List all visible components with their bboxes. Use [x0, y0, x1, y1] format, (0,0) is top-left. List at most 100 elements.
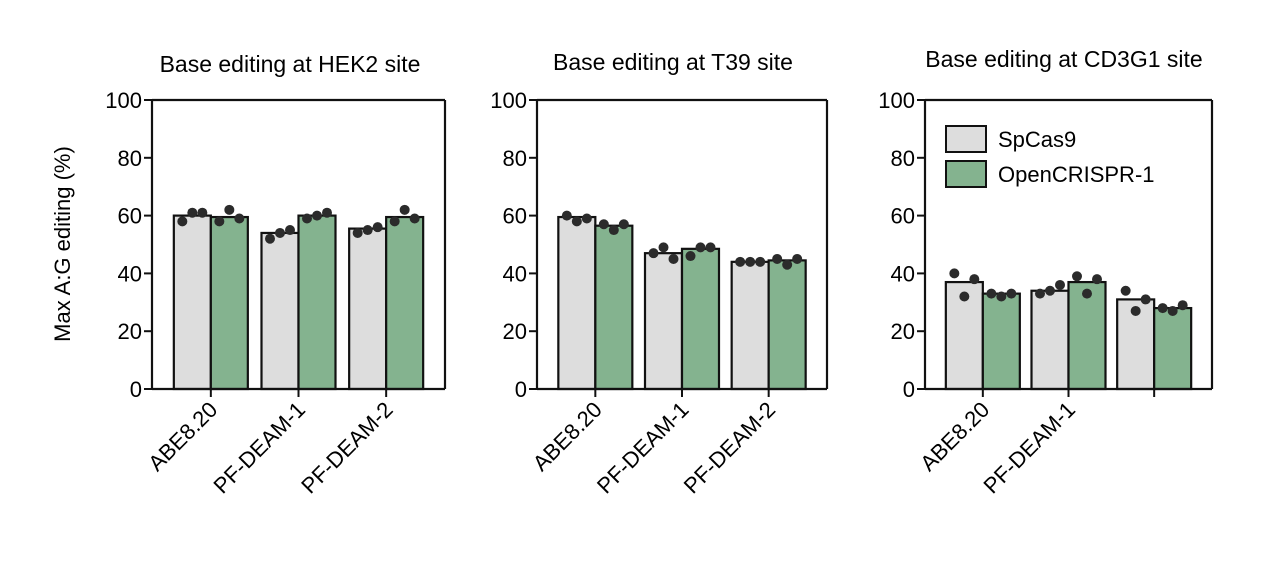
replicate-point — [1082, 288, 1092, 299]
replicate-point — [561, 210, 572, 221]
replicate-point — [1045, 285, 1055, 296]
panel-cd3g1: Base editing at CD3G1 site ABE8.20PF-DEA… — [878, 46, 1214, 498]
y-tick-label: 40 — [118, 261, 142, 286]
y-tick-label: 20 — [503, 319, 527, 344]
replicate-point — [275, 227, 285, 238]
replicate-point — [265, 233, 275, 244]
replicate-point — [571, 216, 582, 227]
replicate-point — [389, 216, 400, 227]
bar-opencrispr — [297, 214, 337, 391]
category-label: ABE8.20 — [143, 397, 222, 476]
panel-t39: Base editing at T39 site ABE8.20PF-DEAM-… — [490, 49, 829, 499]
replicate-point — [1177, 300, 1188, 311]
y-tick-label: 80 — [503, 146, 527, 171]
replicate-point — [1130, 305, 1141, 316]
replicate-point — [322, 207, 332, 218]
replicate-point — [792, 253, 803, 264]
replicate-point — [735, 256, 746, 267]
category-label: ABE8.20 — [528, 397, 607, 476]
y-tick-label: 80 — [118, 146, 142, 171]
panel-title: Base editing at HEK2 site — [160, 51, 421, 77]
legend-swatch-opencrispr — [945, 160, 987, 188]
replicate-point — [598, 219, 609, 230]
y-tick-label: 0 — [515, 377, 527, 402]
replicate-point — [409, 213, 420, 224]
replicate-point — [996, 291, 1007, 302]
category-label: PF-DEAM-1 — [592, 397, 694, 499]
bar-opencrispr — [594, 224, 634, 391]
replicate-point — [1092, 274, 1102, 285]
replicate-point — [1167, 305, 1178, 316]
replicate-point — [1035, 288, 1045, 299]
replicate-point — [658, 242, 669, 253]
y-tick-label: 60 — [891, 204, 915, 229]
replicate-point — [782, 259, 793, 270]
bar-spcas9 — [1030, 289, 1070, 391]
replicate-point — [608, 225, 619, 236]
replicate-point — [685, 251, 696, 262]
category-label: PF-DEAM-2 — [679, 397, 781, 499]
legend-label: SpCas9 — [998, 127, 1076, 152]
bar-spcas9 — [348, 227, 388, 391]
category-label: ABE8.20 — [915, 397, 994, 476]
replicate-point — [969, 274, 980, 285]
y-tick-label: 0 — [130, 377, 142, 402]
replicate-point — [745, 256, 756, 267]
bar-opencrispr — [1067, 280, 1107, 391]
y-tick-label: 60 — [118, 204, 142, 229]
y-tick-label: 100 — [105, 88, 142, 113]
replicate-point — [618, 219, 629, 230]
bar-spcas9 — [260, 231, 300, 391]
legend: SpCas9 OpenCRISPR-1 — [945, 125, 1155, 188]
replicate-point — [372, 222, 383, 233]
replicate-point — [352, 227, 363, 238]
replicate-point — [1120, 285, 1131, 296]
replicate-point — [1072, 271, 1082, 282]
replicate-point — [648, 248, 659, 259]
replicate-point — [362, 225, 373, 236]
category-label: PF-DEAM-1 — [209, 397, 311, 499]
replicate-point — [399, 204, 410, 215]
replicate-point — [986, 288, 997, 299]
legend-swatch-spcas9 — [945, 125, 987, 153]
replicate-point — [668, 253, 679, 264]
bar-opencrispr — [981, 292, 1021, 391]
replicate-point — [214, 216, 225, 227]
y-tick-label: 20 — [891, 319, 915, 344]
replicate-point — [1157, 303, 1168, 314]
replicate-point — [302, 213, 312, 224]
bar-spcas9 — [557, 215, 597, 391]
replicate-point — [285, 225, 295, 236]
y-tick-label: 100 — [490, 88, 527, 113]
replicate-point — [177, 216, 188, 227]
replicate-point — [197, 207, 208, 218]
bar-opencrispr — [680, 247, 721, 391]
bar-opencrispr — [767, 259, 807, 391]
replicate-point — [959, 291, 970, 302]
y-tick-label: 20 — [118, 319, 142, 344]
y-tick-label: 40 — [891, 261, 915, 286]
replicate-point — [234, 213, 245, 224]
panel-hek2: Base editing at HEK2 site ABE8.20PF-DEAM… — [105, 51, 447, 499]
replicate-point — [705, 242, 716, 253]
y-tick-label: 60 — [503, 204, 527, 229]
replicate-point — [755, 256, 766, 267]
replicate-point — [1006, 288, 1017, 299]
bar-spcas9 — [643, 252, 684, 391]
replicate-point — [1055, 279, 1065, 290]
replicate-point — [1140, 294, 1151, 305]
bar-spcas9 — [172, 214, 212, 391]
replicate-point — [224, 204, 235, 215]
bar-opencrispr — [1153, 306, 1193, 391]
y-tick-label: 0 — [903, 377, 915, 402]
y-tick-label: 100 — [878, 88, 915, 113]
bar-opencrispr — [385, 215, 425, 391]
replicate-point — [695, 242, 706, 253]
y-tick-label: 40 — [503, 261, 527, 286]
y-tick-label: 80 — [891, 146, 915, 171]
y-axis-label: Max A:G editing (%) — [50, 146, 75, 342]
panel-title: Base editing at T39 site — [553, 49, 793, 75]
panel-title: Base editing at CD3G1 site — [925, 46, 1202, 72]
